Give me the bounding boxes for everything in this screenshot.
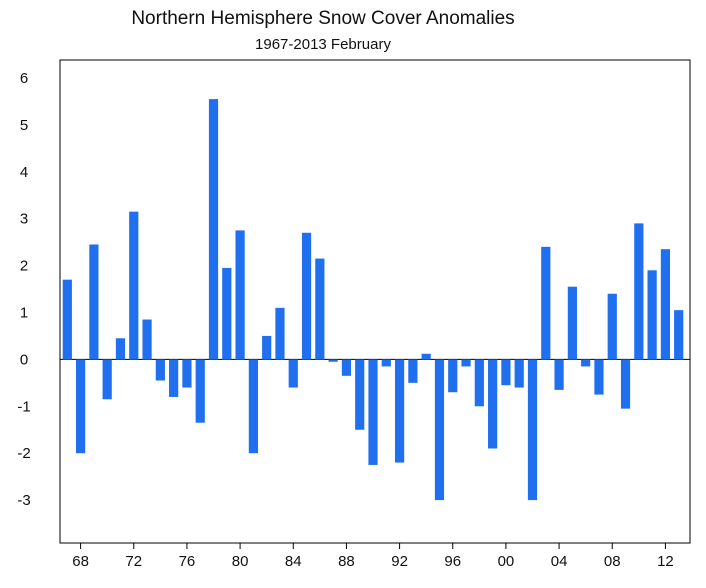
bar-1990 [368,359,378,465]
y-axis: 6 5 4 3 2 1 0 -1 -2 -3 [17,70,30,509]
bar-1981 [248,359,258,454]
bar-2009 [620,359,631,409]
x-tick-label: 76 [179,553,196,570]
x-tick-label: 68 [72,553,89,570]
x-tick-label: 72 [125,553,142,570]
bar-1985 [301,232,312,360]
x-tick-label: 80 [232,553,249,570]
bar-2005 [567,286,577,360]
x-tick-label: 88 [338,553,355,570]
bar-1970 [102,359,112,400]
bar-1984 [288,359,298,388]
bar-1995 [434,359,445,501]
x-axis: 68 72 76 80 84 88 92 96 00 04 08 12 [72,543,674,570]
bar-2008 [607,293,617,360]
bar-1987 [328,359,338,362]
bar-1986 [315,258,325,360]
bar-2011 [647,270,657,360]
y-tick-label: 3 [20,211,28,228]
x-tick-label: 12 [657,553,674,570]
y-tick-label: -2 [17,445,30,462]
x-tick-label: 96 [444,553,461,570]
bar-2013 [674,310,684,360]
bar-2007 [594,359,604,395]
bar-2006 [581,359,591,367]
bar-1989 [355,359,365,430]
x-tick-label: 08 [604,553,621,570]
bar-1982 [262,335,272,360]
bar-1968 [76,359,86,454]
bar-1999 [488,359,498,449]
bar-2002 [527,359,538,501]
bar-1997 [461,359,471,367]
bar-2001 [514,359,524,388]
y-tick-label: 0 [20,351,28,368]
bar-1983 [275,307,285,360]
bar-1979 [222,267,232,360]
bar-1974 [155,359,165,381]
bar-1993 [408,359,418,383]
bar-1977 [195,359,205,423]
chart-title: Northern Hemisphere Snow Cover Anomalies [131,8,515,29]
x-tick-label: 92 [391,553,408,570]
bar-1994 [421,353,431,360]
bar-1967 [62,279,72,360]
bar-1998 [474,359,484,407]
bar-1975 [169,359,179,397]
bar-2003 [541,246,551,360]
bar-1976 [182,359,192,388]
x-tick-label: 00 [498,553,515,570]
bar-1988 [341,359,352,376]
plot-frame [59,59,691,544]
bar-1992 [394,359,405,463]
y-tick-label: -3 [17,492,30,509]
y-tick-label: 5 [20,117,28,134]
bar-series [62,99,684,501]
bar-2000 [501,359,511,386]
y-tick-label: 1 [20,305,28,322]
y-tick-label: 4 [20,164,28,181]
bar-1996 [448,359,458,393]
bar-1980 [235,230,245,360]
x-tick-label: 84 [285,553,302,570]
bar-2010 [634,223,644,360]
bar-2012 [660,249,671,360]
bar-1969 [89,244,99,360]
bar-1991 [381,359,391,367]
x-tick-label: 04 [551,553,568,570]
y-tick-label: -1 [17,398,30,415]
bar-2004 [554,359,564,390]
chart-subtitle: 1967-2013 February [255,36,391,53]
y-tick-label: 2 [20,258,28,275]
bar-1978 [208,99,219,360]
y-tick-label: 6 [20,70,28,87]
bar-1973 [142,319,152,360]
bar-1971 [115,338,126,360]
bar-1972 [129,211,139,360]
